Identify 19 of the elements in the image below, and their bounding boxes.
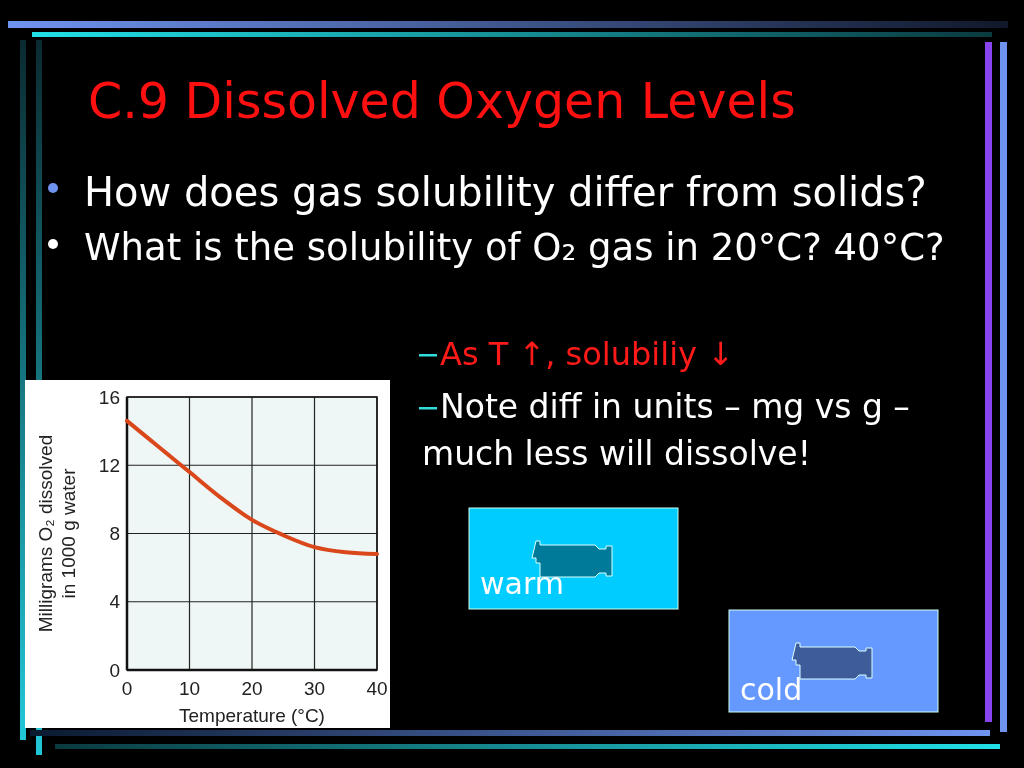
text: cold <box>740 672 803 707</box>
y-tick-label: 8 <box>109 523 120 545</box>
y-tick-label: 12 <box>98 454 120 476</box>
y-tick-label: 4 <box>109 591 121 613</box>
x-tick-label: 20 <box>241 678 263 699</box>
text: How does gas solubility differ from solids? <box>84 169 927 215</box>
text: warm <box>480 566 564 601</box>
text: As T ↑, solubiliy ↓ <box>440 335 734 373</box>
y-tick-label: 16 <box>98 386 120 408</box>
text: What is the solubility of O₂ gas in 20°C? 40°C? <box>84 226 945 269</box>
y-tick-label: 0 <box>109 659 120 681</box>
x-tick-label: 30 <box>303 678 326 699</box>
y-axis-title: Milligrams O₂ dissolved in 1000 g water <box>35 434 79 633</box>
x-tick-label: 10 <box>178 678 201 699</box>
x-axis-title: Temperature (°C) <box>179 705 325 726</box>
line-series <box>125 418 379 556</box>
chart-title: C.9 Dissolved Oxygen Levels <box>88 73 796 130</box>
text: Note diff in units – mg vs g – much less will dissolve! <box>422 387 910 473</box>
x-tick-label: 40 <box>366 678 388 699</box>
